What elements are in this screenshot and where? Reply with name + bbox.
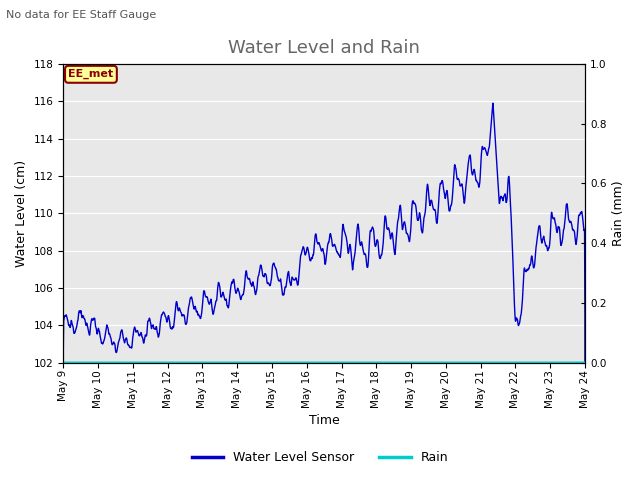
X-axis label: Time: Time	[308, 414, 339, 427]
Text: No data for EE Staff Gauge: No data for EE Staff Gauge	[6, 10, 157, 20]
Title: Water Level and Rain: Water Level and Rain	[228, 39, 420, 57]
Legend: Water Level Sensor, Rain: Water Level Sensor, Rain	[187, 446, 453, 469]
Text: EE_met: EE_met	[68, 69, 113, 79]
Y-axis label: Water Level (cm): Water Level (cm)	[15, 160, 28, 267]
Y-axis label: Rain (mm): Rain (mm)	[612, 180, 625, 246]
